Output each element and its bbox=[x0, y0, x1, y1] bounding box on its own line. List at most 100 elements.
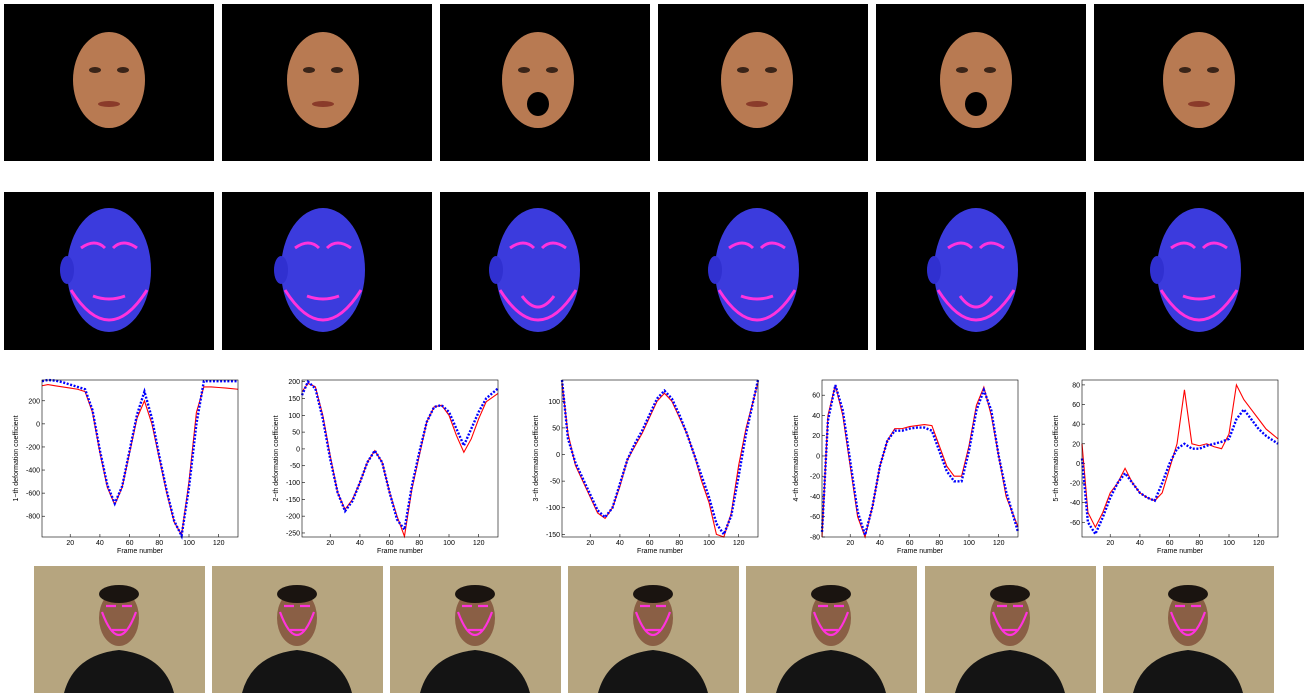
x-tick-label: 100 bbox=[1223, 540, 1235, 547]
y-tick-label: -100 bbox=[286, 480, 300, 487]
hair bbox=[811, 585, 851, 603]
y-tick-label: -800 bbox=[26, 514, 40, 521]
photo-tile bbox=[746, 566, 917, 693]
plot-frame bbox=[562, 380, 758, 537]
x-tick-label: 120 bbox=[473, 540, 485, 547]
x-tick-label: 20 bbox=[1106, 540, 1114, 547]
head-render bbox=[721, 32, 793, 128]
x-tick-label: 80 bbox=[1195, 540, 1203, 547]
y-tick-label: 50 bbox=[552, 425, 560, 432]
render-tile bbox=[222, 4, 432, 350]
x-tick-label: 100 bbox=[443, 540, 455, 547]
ear bbox=[489, 256, 503, 284]
render-tile bbox=[440, 4, 650, 350]
y-tick-label: 200 bbox=[288, 379, 300, 386]
y-axis-label: 1−th deformation coefficient bbox=[13, 415, 20, 501]
photo-tile bbox=[925, 566, 1096, 693]
y-tick-label: 100 bbox=[548, 399, 560, 406]
y-tick-label: -150 bbox=[546, 532, 560, 539]
y-axis-label: 2−th deformation coefficient bbox=[273, 415, 280, 501]
eye bbox=[1207, 67, 1219, 73]
y-tick-label: 40 bbox=[812, 413, 820, 420]
y-tick-label: -400 bbox=[26, 468, 40, 475]
head-mesh bbox=[1157, 208, 1241, 332]
eye bbox=[546, 67, 558, 73]
x-tick-label: 120 bbox=[993, 540, 1005, 547]
eye bbox=[518, 67, 530, 73]
x-tick-label: 100 bbox=[703, 540, 715, 547]
y-tick-label: 0 bbox=[36, 421, 40, 428]
y-tick-label: -600 bbox=[26, 491, 40, 498]
x-axis-label: Frame number bbox=[637, 548, 684, 555]
x-tick-label: 20 bbox=[66, 540, 74, 547]
series-line bbox=[1082, 385, 1278, 527]
x-tick-label: 60 bbox=[906, 540, 914, 547]
eye bbox=[303, 67, 315, 73]
photo-tile bbox=[390, 566, 561, 693]
ear bbox=[274, 256, 288, 284]
x-tick-label: 100 bbox=[183, 540, 195, 547]
figure: -800-600-400-200020020406080100120Frame … bbox=[0, 0, 1308, 693]
eye bbox=[765, 67, 777, 73]
y-tick-label: 0 bbox=[1076, 461, 1080, 468]
y-axis-label: 5−th deformation coefficient bbox=[1053, 415, 1060, 501]
mouth bbox=[527, 92, 549, 116]
hair bbox=[990, 585, 1030, 603]
eye bbox=[737, 67, 749, 73]
y-tick-label: -200 bbox=[26, 444, 40, 451]
photo-tile bbox=[34, 566, 205, 693]
series-line bbox=[822, 385, 1018, 535]
y-tick-label: 60 bbox=[1072, 402, 1080, 409]
x-tick-label: 20 bbox=[586, 540, 594, 547]
x-tick-label: 40 bbox=[876, 540, 884, 547]
y-tick-label: 50 bbox=[292, 430, 300, 437]
y-tick-label: 20 bbox=[1072, 441, 1080, 448]
mouth bbox=[965, 92, 987, 116]
hair bbox=[1168, 585, 1208, 603]
head-mesh bbox=[934, 208, 1018, 332]
y-tick-label: -60 bbox=[810, 514, 820, 521]
photo-tile bbox=[212, 566, 383, 693]
ear bbox=[927, 256, 941, 284]
y-tick-label: 80 bbox=[1072, 382, 1080, 389]
mouth bbox=[98, 101, 120, 107]
x-tick-label: 40 bbox=[616, 540, 624, 547]
series-line bbox=[42, 380, 238, 536]
ear bbox=[1150, 256, 1164, 284]
eye bbox=[956, 67, 968, 73]
x-tick-label: 60 bbox=[386, 540, 394, 547]
hair bbox=[455, 585, 495, 603]
head-render bbox=[1163, 32, 1235, 128]
y-tick-label: -20 bbox=[1070, 481, 1080, 488]
y-tick-label: 200 bbox=[28, 398, 40, 405]
y-tick-label: 20 bbox=[812, 433, 820, 440]
render-tile bbox=[876, 4, 1086, 350]
head-render bbox=[73, 32, 145, 128]
head-mesh bbox=[281, 208, 365, 332]
render-tile bbox=[1094, 4, 1304, 350]
y-tick-label: 0 bbox=[556, 452, 560, 459]
x-tick-label: 100 bbox=[963, 540, 975, 547]
head-mesh bbox=[496, 208, 580, 332]
x-tick-label: 120 bbox=[1253, 540, 1265, 547]
mouth bbox=[1188, 101, 1210, 107]
render-tile bbox=[658, 4, 868, 350]
x-axis-label: Frame number bbox=[1157, 548, 1204, 555]
head-render bbox=[287, 32, 359, 128]
y-tick-label: -80 bbox=[810, 535, 820, 542]
y-tick-label: 60 bbox=[812, 393, 820, 400]
head-mesh bbox=[715, 208, 799, 332]
x-tick-label: 20 bbox=[326, 540, 334, 547]
x-tick-label: 60 bbox=[646, 540, 654, 547]
x-axis-label: Frame number bbox=[377, 548, 424, 555]
x-tick-label: 80 bbox=[415, 540, 423, 547]
y-tick-label: -40 bbox=[810, 494, 820, 501]
x-tick-label: 120 bbox=[213, 540, 225, 547]
page: {"chart_data": [ {"type": "line", "xlabe… bbox=[0, 0, 1308, 693]
x-tick-label: 40 bbox=[1136, 540, 1144, 547]
y-tick-label: -250 bbox=[286, 530, 300, 537]
x-tick-label: 80 bbox=[155, 540, 163, 547]
y-tick-label: 150 bbox=[288, 396, 300, 403]
ear bbox=[708, 256, 722, 284]
y-tick-label: 100 bbox=[288, 413, 300, 420]
